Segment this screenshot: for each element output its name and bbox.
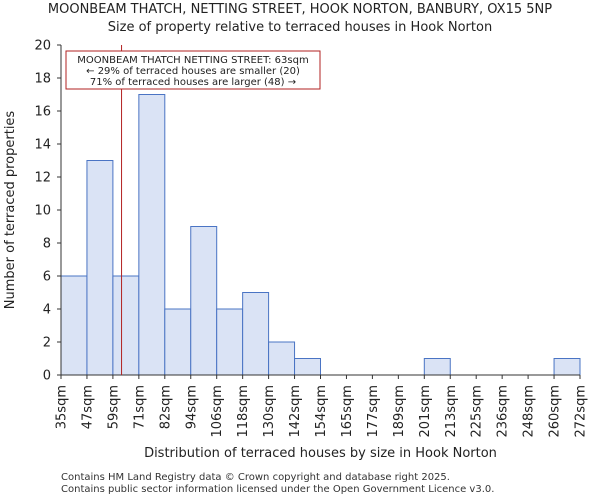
y-axis-label: Number of terraced properties: [3, 111, 18, 310]
x-tick-label: 118sqm: [236, 385, 251, 438]
y-tick-label: 10: [34, 204, 51, 219]
chart-subtitle: Size of property relative to terraced ho…: [107, 20, 493, 35]
y-tick-label: 20: [34, 39, 51, 54]
x-tick-label: 189sqm: [392, 385, 407, 438]
x-tick-label: 71sqm: [132, 385, 147, 429]
annotation-box: [65, 50, 321, 90]
footer-line-1: Contains HM Land Registry data © Crown c…: [61, 472, 450, 483]
x-tick-label: 82sqm: [158, 385, 173, 429]
y-tick-label: 12: [34, 171, 51, 186]
bar-142sqm: [294, 358, 321, 376]
annotation-line-2: ← 29% of terraced houses are smaller (20…: [86, 66, 300, 77]
y-tick-label: 16: [34, 105, 51, 120]
x-axis-label: Distribution of terraced houses by size …: [144, 446, 497, 461]
bar-130sqm: [268, 341, 296, 376]
x-tick-label: 94sqm: [184, 385, 199, 429]
x-tick-label: 201sqm: [418, 385, 433, 438]
chart-title: MOONBEAM THATCH, NETTING STREET, HOOK NO…: [47, 2, 553, 17]
bar-106sqm: [216, 308, 244, 376]
bar-260sqm: [553, 358, 581, 376]
x-tick-label: 130sqm: [262, 385, 277, 438]
x-tick-label: 106sqm: [210, 385, 225, 438]
bar-47sqm: [86, 160, 114, 376]
y-tick-label: 4: [43, 303, 51, 318]
annotation-line-3: 71% of terraced houses are larger (48) →: [90, 77, 296, 88]
y-tick-label: 14: [34, 138, 51, 153]
bar-71sqm: [138, 94, 166, 376]
bar-35sqm: [60, 275, 88, 376]
x-tick-label: 177sqm: [366, 385, 381, 438]
x-tick-label: 225sqm: [470, 385, 485, 438]
bar-82sqm: [164, 308, 192, 376]
bar-94sqm: [190, 226, 218, 376]
footer-line-2: Contains public sector information licen…: [61, 484, 495, 495]
x-tick-label: 236sqm: [496, 385, 511, 438]
y-tick-label: 2: [43, 336, 51, 351]
x-tick-label: 165sqm: [340, 385, 355, 438]
y-tick-label: 0: [43, 369, 51, 384]
bar-201sqm: [423, 358, 451, 376]
x-tick-label: 142sqm: [288, 385, 303, 438]
x-tick-label: 154sqm: [314, 385, 329, 438]
bar-118sqm: [242, 292, 270, 376]
x-tick-label: 248sqm: [522, 385, 537, 438]
x-tick-label: 59sqm: [106, 385, 121, 429]
x-tick-label: 35sqm: [55, 385, 70, 429]
x-tick-label: 213sqm: [444, 385, 459, 438]
annotation-line-1: MOONBEAM THATCH NETTING STREET: 63sqm: [77, 55, 308, 66]
x-tick-label: 47sqm: [80, 385, 95, 429]
x-tick-label: 272sqm: [574, 385, 589, 438]
bar-59sqm: [112, 275, 140, 376]
y-tick-label: 8: [43, 237, 51, 252]
y-tick-label: 18: [34, 72, 51, 87]
y-tick-label: 6: [43, 270, 51, 285]
x-tick-label: 260sqm: [548, 385, 563, 438]
